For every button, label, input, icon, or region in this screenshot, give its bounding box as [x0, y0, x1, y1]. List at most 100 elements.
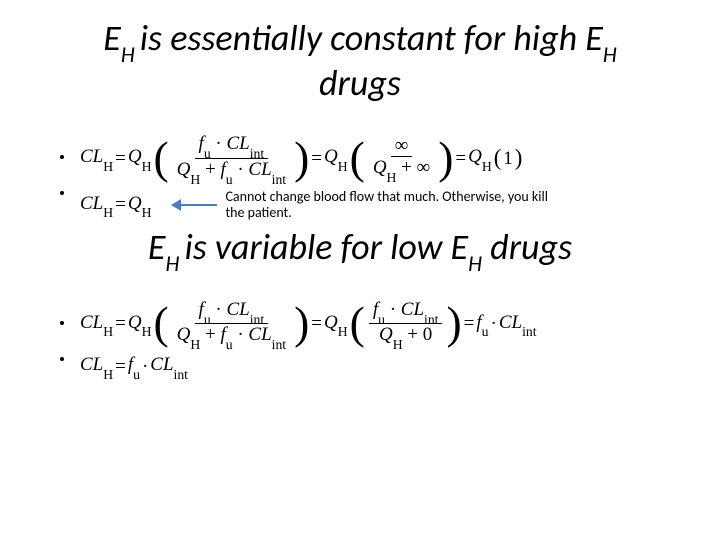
t: u: [204, 146, 211, 161]
t: ): [438, 145, 453, 170]
t: f: [476, 312, 481, 333]
bullet-icon: [60, 191, 64, 195]
t: Q: [128, 193, 142, 214]
t: =: [115, 314, 126, 333]
title1-sub1: H: [121, 41, 140, 68]
t: +: [200, 159, 220, 180]
bullet-icon: [60, 321, 64, 325]
title1-pre: E: [103, 16, 121, 60]
t: H: [142, 205, 152, 220]
t: =: [115, 195, 126, 214]
t: H: [142, 159, 152, 174]
fraction: fu · CLint QH + fu · CLint: [173, 299, 290, 349]
equation-high-full: CLH = QH ( fu · CLint QH + fu · CLint ) …: [80, 133, 660, 183]
t: u: [482, 324, 489, 339]
t: +: [396, 157, 416, 178]
t: CL: [150, 354, 173, 375]
fraction: ∞ QH + ∞: [369, 135, 434, 181]
t: H: [103, 159, 113, 174]
t: int: [174, 367, 188, 382]
t: (: [494, 147, 502, 170]
annotation-text: Cannot change blood flow that much. Othe…: [225, 189, 565, 220]
t: int: [424, 312, 438, 327]
title1-mid: is essentially constant for high E: [140, 16, 603, 60]
title2-sub2: H: [468, 250, 482, 277]
t: u: [133, 367, 140, 382]
annotation-wrap: Cannot change blood flow that much. Othe…: [171, 189, 565, 220]
t: Q: [324, 312, 338, 333]
t: Q: [177, 159, 191, 180]
t: u: [204, 312, 211, 327]
t: u: [226, 172, 233, 187]
t: CL: [499, 312, 522, 333]
t: ∞: [417, 157, 431, 178]
t: =: [455, 149, 466, 168]
t: =: [311, 149, 322, 168]
equation-block-high: CLH = QH ( fu · CLint QH + fu · CLint ) …: [80, 133, 660, 220]
title1-sub2: H: [603, 41, 617, 68]
t: ·: [385, 299, 401, 320]
t: +: [403, 324, 423, 345]
title1-post: drugs: [319, 61, 401, 105]
t: =: [311, 314, 322, 333]
slide: EH is essentially constant for high EH d…: [0, 0, 720, 540]
t: ·: [233, 159, 249, 180]
t: int: [250, 312, 264, 327]
t: H: [190, 172, 200, 187]
equation-high-short-row: CLH = QH Cannot change blood flow that m…: [80, 189, 660, 220]
title2-mid: is variable for low E: [184, 225, 468, 269]
t: f: [220, 159, 225, 180]
t: ∞: [391, 135, 413, 157]
bullet-icon: [60, 357, 64, 361]
t: int: [522, 324, 536, 339]
t: u: [226, 337, 233, 352]
t: H: [142, 324, 152, 339]
t: H: [190, 337, 200, 352]
fraction: fu · CLint QH + fu · CLint: [173, 133, 290, 183]
t: CL: [80, 146, 103, 167]
equation-block-low: CLH = QH ( fu · CLint QH + fu · CLint ) …: [80, 299, 660, 377]
heading-high-eh: EH is essentially constant for high EH d…: [60, 18, 660, 103]
t: ·: [142, 357, 148, 376]
t: Q: [373, 157, 387, 178]
t: H: [387, 170, 397, 185]
t: ·: [211, 299, 227, 320]
t: u: [378, 312, 385, 327]
t: ·: [211, 133, 227, 154]
t: =: [464, 314, 475, 333]
equation-high-short: CLH = QH: [80, 194, 151, 216]
t: H: [103, 324, 113, 339]
t: Q: [128, 146, 142, 167]
title2-pre: E: [148, 225, 166, 269]
t: Q: [128, 312, 142, 333]
t: H: [103, 205, 113, 220]
t: =: [115, 357, 126, 376]
equation-low-short: CLH = fu · CLint: [80, 355, 660, 377]
t: Q: [177, 324, 191, 345]
t: int: [272, 172, 286, 187]
t: CL: [227, 299, 250, 320]
t: H: [482, 159, 492, 174]
t: f: [220, 324, 225, 345]
title2-post: drugs: [482, 225, 572, 269]
t: int: [250, 146, 264, 161]
t: CL: [227, 133, 250, 154]
t: ·: [233, 324, 249, 345]
t: (: [350, 145, 365, 170]
t: Q: [379, 324, 393, 345]
equation-low-full: CLH = QH ( fu · CLint QH + fu · CLint ) …: [80, 299, 660, 349]
arrow-left-icon: [171, 199, 217, 211]
t: CL: [80, 354, 103, 375]
t: int: [272, 337, 286, 352]
t: ): [515, 147, 523, 170]
t: H: [103, 367, 113, 382]
fraction: fu · CLint QH + 0: [369, 299, 443, 349]
t: CL: [401, 299, 424, 320]
t: ): [294, 145, 309, 170]
t: CL: [248, 324, 271, 345]
t: 0: [423, 324, 433, 345]
title2-sub1: H: [165, 250, 184, 277]
t: =: [115, 149, 126, 168]
t: H: [338, 324, 348, 339]
t: (: [153, 145, 168, 170]
